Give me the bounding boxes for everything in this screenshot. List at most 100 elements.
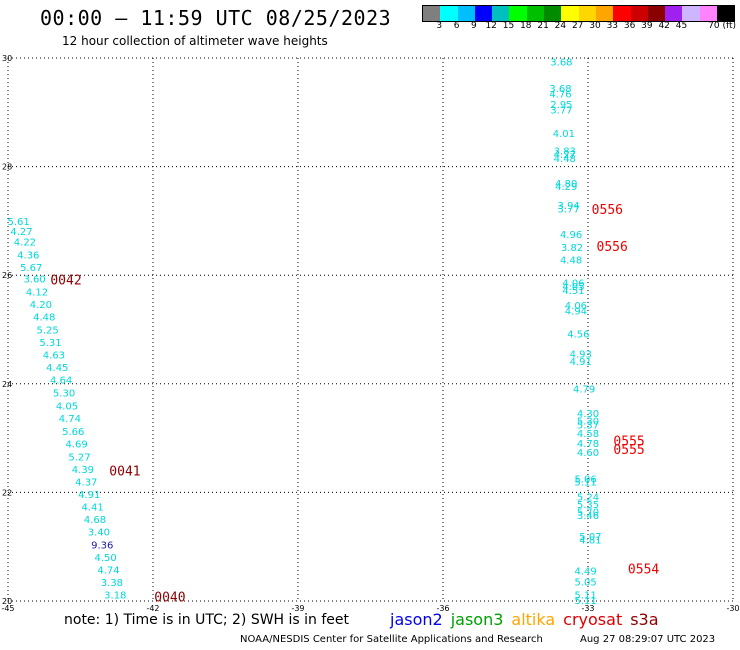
color-swatch [440,6,458,21]
color-swatch [717,6,735,21]
swh-value-label: 4.39 [72,465,94,476]
swh-value-label: 4.96 [560,230,582,241]
x-tick-label: -30 [726,604,739,613]
swh-value-label: 4.49 [574,567,596,578]
swh-value-label: 4.20 [30,300,52,311]
color-swatch [613,6,631,21]
legend-entry: jason3 [450,610,504,629]
map-subtitle: 12 hour collection of altimeter wave hei… [62,34,328,48]
swh-value-label: 4.05 [56,402,78,413]
swh-value-label: 3.83 [554,146,576,157]
color-scale-label: 36 [623,21,636,31]
legend-entry: altika [511,610,556,629]
color-scale-label: 18 [520,21,532,31]
legend-entry: jason2 [390,610,443,629]
swh-value-label: 5.31 [39,338,61,349]
color-scale-label: 15 [502,21,515,31]
swh-value-label: 4.27 [554,150,576,161]
swh-value-label: 4.79 [573,385,595,396]
swh-value-label: 4.93 [570,349,592,360]
map-title: 00:00 – 11:59 UTC 08/25/2023 [40,6,392,30]
color-swatch [595,6,614,21]
swh-value-label: 5.11 [574,478,596,489]
swh-value-label: 5.27 [68,453,90,464]
color-scale-bar [422,5,736,22]
swh-value-label: 4.27 [10,227,32,238]
x-tick-label: -36 [436,604,449,613]
swh-value-label: 5.05 [574,577,596,588]
x-tick-label: -33 [581,604,594,613]
pass-time-label: 0041 [109,465,140,480]
swh-value-label: 3.77 [550,106,572,117]
axis-ticks: -45 -42 -39 -36 -33 -30 20 22 24 26 28 30 [1,54,739,613]
color-scale-label: 45 [675,21,688,31]
swh-value-label: 4.69 [66,440,88,451]
x-tick-label: -45 [1,604,14,613]
color-scale-label: 33 [606,21,619,31]
color-swatch [509,6,527,21]
color-swatch [699,6,718,21]
swh-value-label: 5.07 [579,532,601,543]
y-tick-label: 20 [2,597,12,606]
pass-time-label: 0042 [50,274,81,289]
color-scale-label: 30 [589,21,601,31]
swh-value-label: 4.48 [560,255,582,266]
color-scale-label: 12 [485,21,497,31]
swh-value-label: 4.78 [577,439,599,450]
swh-value-label: 2.95 [550,100,572,111]
swh-value-label: 3.40 [88,527,110,538]
generation-timestamp: Aug 27 08:29:07 UTC 2023 [580,634,716,645]
swh-value-label: 5.06 [574,474,596,485]
satellite-legend: jason2 jason3 altika cryosat s3a [390,610,667,629]
color-swatch [423,6,441,21]
swh-value-label: 5.25 [37,326,59,337]
swh-value-label: 4.48 [33,312,55,323]
swh-value-label: 4.50 [95,553,117,564]
color-scale-label: 70 (ft) [708,21,737,31]
swh-value-label: 4.12 [26,287,48,298]
legend-entry: cryosat [563,610,623,629]
swh-value-label: 4.48 [554,154,576,165]
swh-value-label: 4.91 [78,490,100,501]
swh-value-label: 3.46 [577,511,599,522]
color-scale-label: 42 [658,21,670,31]
swh-value-label: 4.68 [84,515,106,526]
swh-value-label: 5.11 [574,590,596,601]
swh-value-label: 3.60 [23,274,45,285]
swh-value-label: 4.41 [81,503,103,514]
color-scale-label: 3 [436,21,443,31]
color-swatch [457,6,475,21]
color-swatch [630,6,648,21]
color-swatch [578,6,596,21]
swh-value-label: 5.11 [574,596,596,607]
swh-value-label: 3.68 [550,57,572,68]
swh-value-label: 3.77 [558,204,580,215]
y-tick-label: 24 [2,380,12,389]
units-note: note: 1) Time is in UTC; 2) SWH is in fe… [64,612,350,628]
swh-value-label: 4.81 [579,536,601,547]
swh-value-label: 4.36 [17,251,39,262]
swh-value-label: 3.18 [104,590,126,601]
swh-value-label: 4.45 [46,363,68,374]
swh-value-label: 3.38 [101,578,123,589]
color-scale-labels: 3 6 9 12 15 18 21 24 27 30 33 36 39 42 45 70 (ft) [422,21,736,35]
x-tick-label: -39 [291,604,304,613]
y-tick-label: 26 [2,271,12,280]
swh-value-label: 4.30 [577,409,599,420]
swh-value-label: 4.56 [567,329,589,340]
swh-value-label: 5.37 [577,421,599,432]
swh-value-label: 4.51 [562,286,584,297]
swh-value-label: 3.68 [549,84,571,95]
swh-value-label: 9.36 [91,541,113,552]
swh-value-label: 4.05 [562,282,584,293]
swh-value-label: 4.91 [570,357,592,368]
swh-value-label: 4.22 [14,238,36,249]
swh-value-label: 3.94 [558,201,580,212]
y-tick-label: 28 [2,163,12,172]
y-tick-label: 30 [2,54,12,63]
swh-value-label: 4.29 [555,182,577,193]
y-tick-label: 22 [2,488,12,497]
swh-value-label: 4.76 [549,89,571,100]
